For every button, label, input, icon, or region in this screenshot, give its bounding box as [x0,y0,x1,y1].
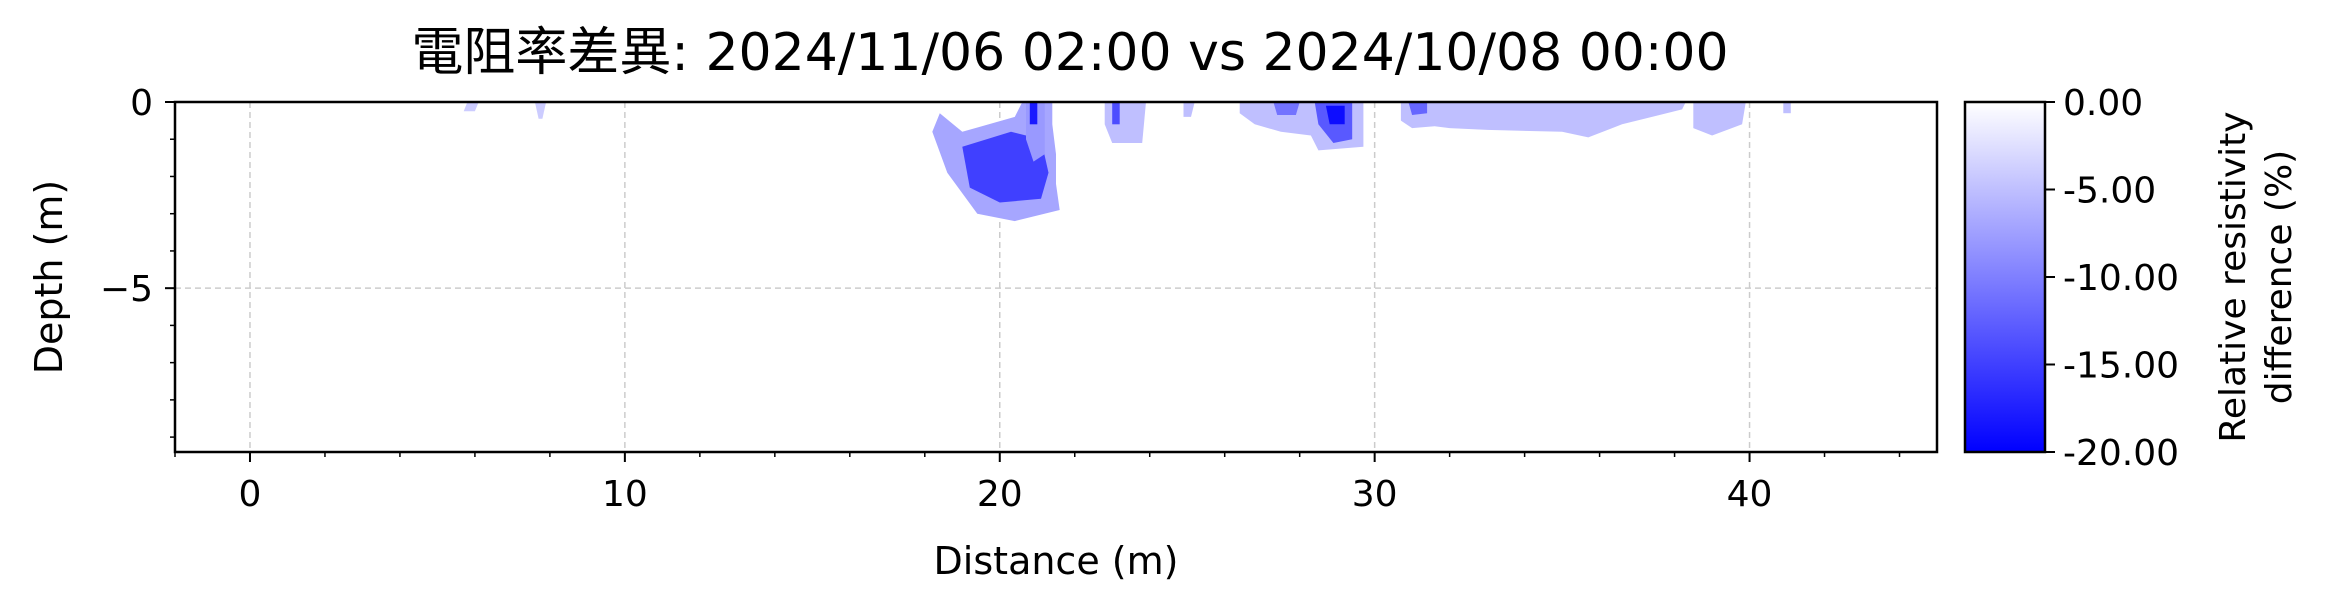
colorbar-tick-label: -5.00 [2063,171,2156,212]
colorbar-ticks: 0.00 -5.00 -10.00 -15.00 -20.00 [2045,83,2179,474]
resistivity-region [1104,102,1146,143]
x-tick-label: 20 [977,474,1023,515]
resistivity-region [1029,102,1038,125]
colorbar-tick-label: 0.00 [2063,83,2143,124]
x-tick-label: 10 [602,474,648,515]
x-axis-ticks: 0 10 20 30 40 [174,452,1901,515]
x-tick-label: 0 [239,474,262,515]
resistivity-region [534,102,547,119]
x-tick-label: 40 [1727,474,1773,515]
y-tick-label: 0 [130,83,153,124]
resistivity-region [1783,102,1791,114]
grid-lines [175,102,1937,452]
resistivity-region [1112,102,1120,125]
colorbar-tick-label: -10.00 [2063,258,2179,299]
resistivity-region [463,102,479,112]
resistivity-region [1183,102,1195,117]
y-axis-ticks: 0 −5 [100,83,175,438]
colorbar-tick-label: -20.00 [2063,433,2179,474]
x-axis-label: Distance (m) [934,539,1179,583]
colorbar-label-line-2: difference (%) [2259,150,2300,404]
resistivity-region [1325,105,1345,125]
colorbar: 0.00 -5.00 -10.00 -15.00 -20.00 Relative res… [1963,83,2300,474]
y-tick-label: −5 [100,269,153,310]
plot-area: 0 10 20 30 40 0 −5 [100,83,1939,515]
y-axis-label: Depth (m) [27,180,71,375]
plot-frame [173,100,1939,454]
colorbar-gradient [1963,100,2047,454]
resistivity-region [1693,102,1746,136]
resistivity-region [962,131,1049,203]
resistivity-region [1273,102,1300,115]
colorbar-label: Relative resistivity difference (%) [2213,111,2300,442]
chart-title: 電阻率差異: 2024/11/06 02:00 vs 2024/10/08 00… [411,23,1728,83]
resistivity-regions [463,102,1791,222]
x-tick-label: 30 [1352,474,1398,515]
colorbar-label-line-1: Relative resistivity [2213,111,2254,442]
resistivity-region [1400,102,1686,138]
resistivity-region [1408,102,1428,115]
colorbar-tick-label: -15.00 [2063,346,2179,387]
